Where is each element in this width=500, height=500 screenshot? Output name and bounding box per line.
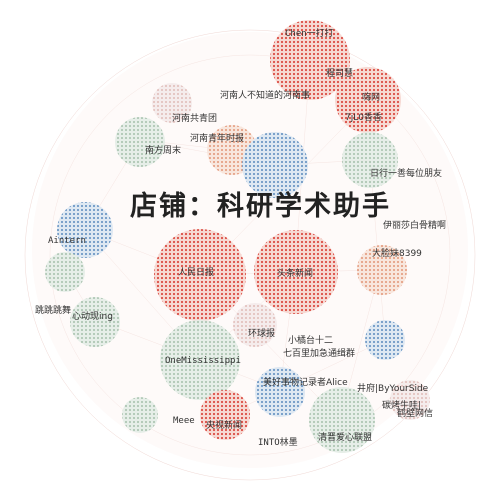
node-label: 跳跳跳舞: [35, 304, 71, 316]
node-label: 小橘台十二: [288, 334, 333, 346]
node-label: Aintern: [48, 236, 86, 246]
node-label: 井府|ByYourSide: [357, 382, 429, 394]
node-labels: Chen一打打 程司慧 河南人不知道的河南事 嗨网 河南共青团 7jL0香香 河…: [35, 27, 446, 448]
node-label: 伊丽莎白骨精啊: [383, 219, 446, 231]
node-label: 大脸妹8399: [372, 247, 422, 259]
node-label: 美好事物记录者Alice: [263, 376, 348, 388]
node-label: 心动现ing: [72, 311, 113, 322]
node-label: 鹤壁网信: [397, 407, 433, 419]
node-label: Meee: [173, 416, 195, 426]
node-label: 头条新闻: [277, 267, 313, 279]
node-label: 清晋爱心联盟: [318, 431, 372, 443]
node-label: 河南人不知道的河南事: [220, 89, 310, 101]
node-label: 7jL0香香: [345, 112, 382, 123]
node-label: 河南青年时报: [190, 132, 244, 144]
node-label: 央视新闻: [206, 419, 242, 431]
node-label: 七百里加急通缉群: [283, 347, 355, 359]
node-label: INTO林墨: [258, 436, 298, 448]
node-label: 环球报: [248, 327, 275, 339]
node-label: 程司慧: [326, 67, 353, 79]
watermark: 店铺：科研学术助手: [130, 190, 391, 222]
node-label: 日行一善每位朋友: [370, 167, 442, 179]
clusters: [32, 20, 468, 468]
node-label: OneMississippi: [165, 356, 241, 366]
node-label: Chen一打打: [285, 27, 334, 39]
node-label: 河南共青团: [172, 112, 217, 124]
node-label: 碳烤牛哇|: [382, 399, 421, 411]
node-label: 嗨网: [362, 91, 380, 103]
node-label: 人民日报: [178, 266, 214, 278]
node-label: 南方周末: [145, 144, 181, 156]
